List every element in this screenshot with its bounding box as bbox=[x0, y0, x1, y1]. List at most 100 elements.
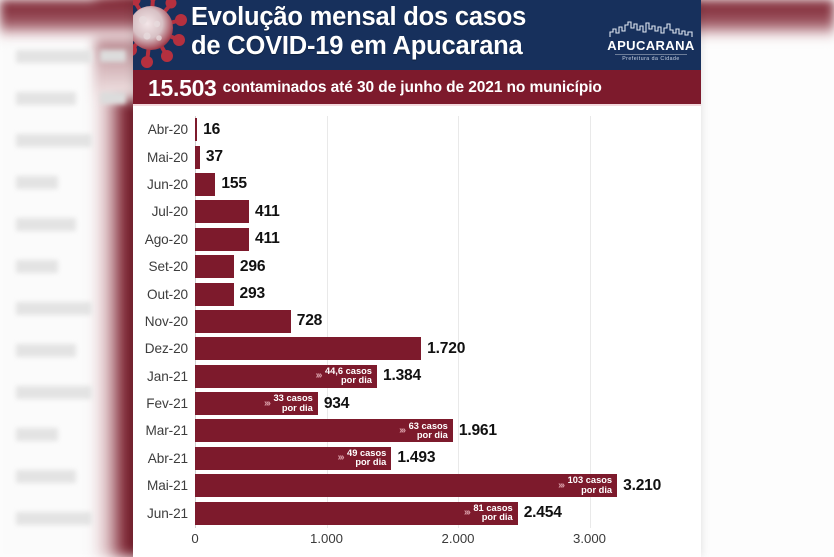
infographic-card: Evolução mensal dos casos de COVID-19 em… bbox=[133, 0, 701, 557]
category-label: Set-20 bbox=[148, 259, 189, 275]
chart-row: Mar-21 ››› 63 casos por dia 1.961 bbox=[133, 417, 701, 444]
bar-track: 1.720 bbox=[195, 335, 701, 362]
bar-value-label: 2.454 bbox=[523, 504, 562, 522]
annotation-text: 44,6 casos por dia bbox=[324, 365, 372, 386]
background-text-row bbox=[16, 92, 76, 105]
category-label: Fev-21 bbox=[146, 396, 188, 412]
bar[interactable] bbox=[195, 309, 291, 333]
chart-row: Mai-20 37 bbox=[133, 143, 701, 170]
background-text-row bbox=[16, 260, 58, 273]
bar[interactable] bbox=[195, 172, 216, 196]
bar-value-label: 1.961 bbox=[458, 421, 497, 439]
annotation-text: 49 casos por dia bbox=[347, 447, 387, 468]
background-text-row bbox=[16, 218, 76, 231]
bar[interactable] bbox=[195, 227, 250, 251]
bar-value-label: 728 bbox=[296, 312, 323, 330]
annotation-text: 63 casos por dia bbox=[408, 420, 448, 440]
background-text-row bbox=[16, 344, 76, 357]
bar[interactable]: ››› 33 casos por dia bbox=[195, 392, 318, 416]
plot-area: Abr-20 16 Mai-20 37 Jun-20 155 Jul-20 411 Ago-20… bbox=[133, 116, 701, 528]
bar[interactable] bbox=[195, 145, 200, 169]
apucarana-logo: APUCARANA Prefeitura da Cidade bbox=[605, 18, 697, 62]
bar-track: ››› 103 casos por dia 3.210 bbox=[195, 472, 701, 499]
chevron-right-icon: ››› bbox=[463, 507, 471, 519]
bar-track: ››› 49 casos por dia 1.493 bbox=[195, 445, 701, 472]
page-title: Evolução mensal dos casos de COVID-19 em… bbox=[191, 3, 605, 61]
chart-row: Nov-20 728 bbox=[133, 308, 701, 335]
x-axis-tick: 2.000 bbox=[441, 531, 475, 546]
chart-row: Mai-21 ››› 103 casos por dia 3.210 bbox=[133, 472, 701, 499]
background-text-row bbox=[16, 134, 92, 147]
background-text-row bbox=[16, 176, 58, 189]
logo-name: APUCARANA bbox=[607, 38, 695, 53]
category-label: Mar-21 bbox=[145, 423, 189, 439]
bar[interactable] bbox=[195, 200, 250, 224]
category-label: Nov-20 bbox=[144, 313, 188, 329]
bar-track: 293 bbox=[195, 280, 701, 307]
bar-track: ››› 81 casos por dia 2.454 bbox=[195, 499, 701, 526]
bar-annotation: ››› 63 casos por dia bbox=[399, 420, 453, 441]
background-text-row bbox=[16, 302, 92, 315]
bar[interactable] bbox=[195, 282, 234, 306]
bar-value-label: 1.384 bbox=[382, 367, 422, 385]
bar-value-label: 411 bbox=[255, 230, 280, 248]
chart-row: Abr-20 16 bbox=[133, 116, 701, 143]
category-label: Jun-20 bbox=[147, 176, 188, 192]
category-label: Abr-20 bbox=[147, 122, 188, 138]
annotation-text: 81 casos por dia bbox=[473, 502, 513, 523]
bar-value-label: 1.720 bbox=[427, 339, 466, 357]
bar-track: 411 bbox=[195, 226, 701, 253]
background-chip bbox=[100, 50, 126, 62]
summary-band: 15.503 contaminados até 30 de junho de 2… bbox=[133, 70, 701, 106]
background-chip bbox=[100, 92, 126, 104]
band-underline bbox=[133, 104, 701, 106]
chart-row: Jul-20 411 bbox=[133, 198, 701, 225]
chart-row: Jun-20 155 bbox=[133, 171, 701, 198]
bar-value-label: 155 bbox=[221, 175, 247, 193]
chart-row: Dez-20 1.720 bbox=[133, 335, 701, 362]
category-label: Mai-21 bbox=[147, 478, 188, 494]
annotation-text: 103 casos por dia bbox=[567, 475, 613, 495]
chevron-right-icon: ››› bbox=[337, 452, 345, 464]
background-text-row bbox=[16, 386, 92, 399]
coronavirus-particle-icon bbox=[133, 0, 197, 70]
bar[interactable] bbox=[195, 255, 234, 279]
logo-subtitle: Prefeitura da Cidade bbox=[615, 54, 687, 62]
bar[interactable]: ››› 49 casos por dia bbox=[195, 446, 392, 470]
annotation-text: 33 casos por dia bbox=[273, 393, 313, 413]
chart-row: Abr-21 ››› 49 casos por dia 1.493 bbox=[133, 445, 701, 472]
bar-annotation: ››› 49 casos por dia bbox=[337, 447, 392, 468]
title-line-1: Evolução mensal dos casos bbox=[191, 3, 527, 31]
bar-value-label: 293 bbox=[239, 285, 266, 303]
bar[interactable]: ››› 103 casos por dia bbox=[195, 474, 618, 498]
bar[interactable] bbox=[195, 337, 422, 361]
bar-value-label: 411 bbox=[255, 202, 280, 220]
background-text-row bbox=[16, 512, 92, 525]
category-label: Out-20 bbox=[147, 286, 188, 302]
category-label: Jul-20 bbox=[151, 204, 189, 220]
bar-track: 411 bbox=[195, 198, 701, 225]
chevron-right-icon: ››› bbox=[264, 397, 271, 409]
bar-value-label: 934 bbox=[323, 394, 350, 412]
bar-annotation: ››› 44,6 casos por dia bbox=[315, 365, 377, 386]
bar[interactable]: ››› 63 casos por dia bbox=[195, 419, 453, 443]
bar[interactable]: ››› 81 casos por dia bbox=[195, 501, 518, 525]
background-text-row bbox=[16, 428, 58, 441]
chart-row: Set-20 296 bbox=[133, 253, 701, 280]
bar[interactable]: ››› 44,6 casos por dia bbox=[195, 364, 377, 388]
bar-value-label: 3.210 bbox=[623, 476, 662, 494]
category-label: Ago-20 bbox=[144, 231, 188, 247]
bar-annotation: ››› 103 casos por dia bbox=[558, 475, 617, 495]
bar-track: 728 bbox=[195, 308, 701, 335]
bar[interactable] bbox=[195, 118, 198, 142]
x-axis-tick: 1.000 bbox=[309, 531, 344, 546]
background-text-row bbox=[16, 50, 92, 63]
category-label: Abr-21 bbox=[147, 450, 188, 466]
gridline bbox=[326, 116, 328, 528]
chart-row: Jan-21 ››› 44,6 casos por dia 1.384 bbox=[133, 363, 701, 390]
chart-row: Fev-21 ››› 33 casos por dia 934 bbox=[133, 390, 701, 417]
bar-value-label: 16 bbox=[203, 120, 221, 138]
x-axis-tick: 3.000 bbox=[572, 531, 607, 546]
bar-value-label: 37 bbox=[205, 148, 223, 166]
